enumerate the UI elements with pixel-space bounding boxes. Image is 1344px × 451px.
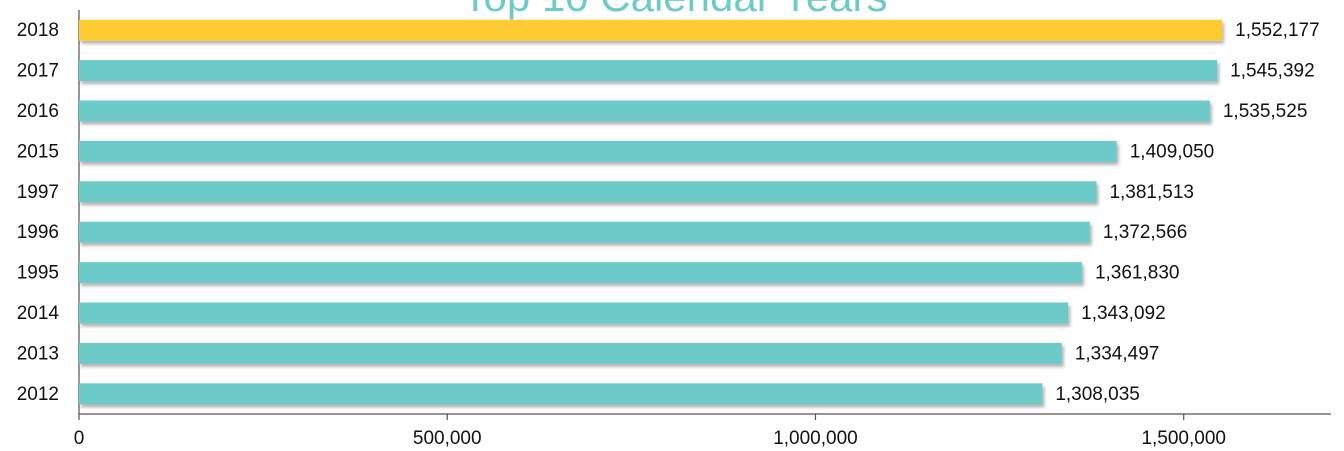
value-label: 1,535,525 [1223,101,1308,122]
y-tick-label: 2017 [17,61,59,82]
y-tick-label: 1995 [17,263,59,284]
value-label: 1,552,177 [1235,20,1320,41]
y-tick-label: 2018 [17,20,59,41]
value-label: 1,308,035 [1055,384,1140,405]
bar [79,302,1069,324]
x-tick-label: 1,500,000 [1141,428,1226,449]
bar [79,140,1117,162]
bar [79,181,1097,203]
y-tick-label: 2016 [17,101,59,122]
bar [79,342,1062,364]
y-tick-label: 2015 [17,141,59,162]
y-tick-label: 2013 [17,343,59,364]
x-tick-label: 500,000 [413,428,482,449]
bar [79,383,1043,405]
x-tick-label: 0 [74,428,85,449]
chart-title: Top 10 Calendar Years [463,0,888,20]
bar [79,100,1210,122]
value-label: 1,372,566 [1103,222,1188,243]
value-label: 1,334,497 [1075,343,1160,364]
bar [79,221,1090,243]
bar [79,19,1223,41]
value-label: 1,343,092 [1081,303,1166,324]
x-tick-label: 1,000,000 [773,428,858,449]
value-label: 1,381,513 [1109,182,1194,203]
bar [79,60,1218,82]
y-tick-label: 1997 [17,182,59,203]
y-tick-label: 2012 [17,384,59,405]
value-label: 1,409,050 [1130,141,1215,162]
y-tick-label: 2014 [17,303,60,324]
value-label: 1,361,830 [1095,263,1180,284]
bar [79,262,1082,284]
value-label: 1,545,392 [1230,61,1315,82]
y-tick-label: 1996 [17,222,59,243]
